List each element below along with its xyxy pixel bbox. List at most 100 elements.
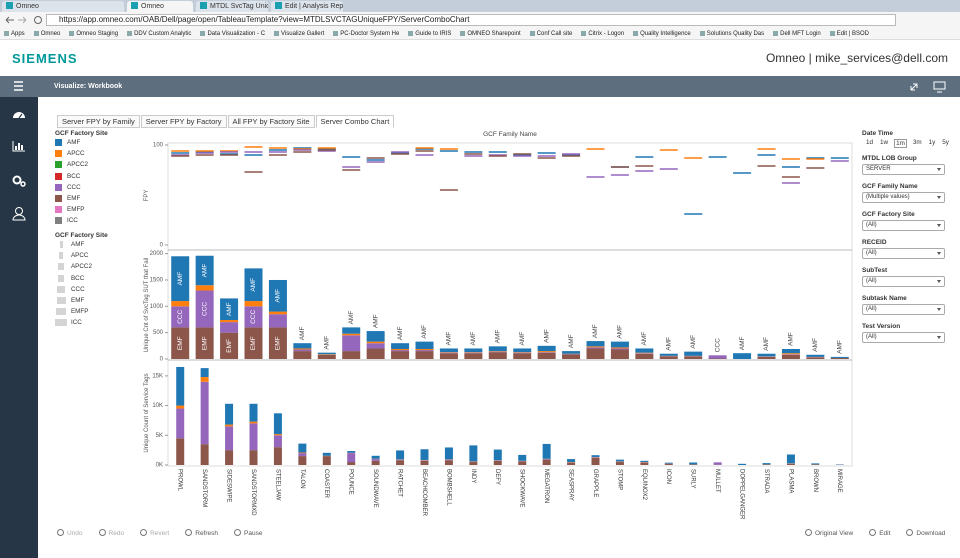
filter-option[interactable]: 1m — [894, 139, 907, 148]
filter-option[interactable]: 1y — [928, 139, 936, 146]
action[interactable]: Original View — [805, 529, 853, 537]
size-legend-item: EMFP — [55, 306, 108, 317]
bar-segment — [371, 459, 380, 461]
filter-dropdown[interactable]: SERVER — [862, 164, 945, 175]
bar-segment — [268, 327, 287, 359]
bookmark[interactable]: Visualize Gallert — [274, 28, 324, 39]
bar-segment — [293, 349, 312, 352]
size-legend-item: APCC2 — [55, 261, 108, 272]
workbook-tab[interactable]: Server FPY by Family — [57, 115, 140, 128]
action[interactable]: Redo — [99, 529, 125, 537]
size-legend-label: EMF — [71, 296, 85, 304]
bookmark[interactable]: Data Visualization - C — [200, 28, 265, 39]
bookmark[interactable]: Omneo — [34, 28, 61, 39]
filter-option[interactable]: 5y — [942, 139, 949, 146]
filter-dropdown[interactable]: (All) — [862, 304, 945, 315]
bookmark[interactable]: PC-Doctor System He — [333, 28, 399, 39]
bookmark[interactable]: Guide to IRIS — [408, 28, 451, 39]
y-tick-label: 0 — [160, 243, 164, 249]
bar-segment — [488, 351, 507, 352]
bar-segment — [268, 311, 287, 315]
bookmark[interactable]: Conf Call site — [530, 28, 573, 39]
browser-tab[interactable]: Omneo — [127, 1, 193, 12]
browser-tab[interactable]: Omneo — [2, 1, 124, 12]
legend-item: ICC — [55, 215, 108, 226]
action[interactable]: Refresh — [185, 529, 218, 537]
workbook-tab[interactable]: Server FPY by Factory — [140, 115, 227, 128]
bar-segment — [586, 341, 605, 347]
url[interactable]: https://app.omneo.com/OAB/Dell/page/open… — [46, 14, 896, 26]
filter-option[interactable]: 1w — [880, 139, 889, 146]
segment-label: AMF — [299, 326, 306, 340]
legend-swatch — [55, 206, 62, 214]
bookmark[interactable]: DDV Custom Analytic — [127, 28, 191, 39]
action[interactable]: Undo — [57, 529, 83, 537]
filter-dropdown[interactable]: (Multiple values) — [862, 192, 945, 203]
bookmark[interactable]: Dell MFT Login — [773, 28, 821, 39]
bookmark[interactable]: Quality Intelligence — [633, 28, 691, 39]
legend-label: AMF — [67, 139, 81, 146]
bar-segment — [176, 438, 185, 465]
filters: Date Time 1d 1w 1m 3m 1y 5y MTDL LOB Group SERVE… — [862, 130, 955, 351]
filter-dropdown[interactable]: (All) — [862, 276, 945, 287]
logo: SIEMENS — [12, 51, 78, 66]
filter-dropdown[interactable]: (All) — [862, 248, 945, 259]
browser-tab[interactable]: MTDL SvcTag Unique FP — [196, 1, 268, 12]
action[interactable]: Pause — [234, 529, 262, 537]
app-header — [0, 40, 960, 76]
bar-segment — [342, 333, 361, 336]
action[interactable]: Revert — [140, 529, 169, 537]
user[interactable]: Omneo | mike_services@dell.com — [765, 51, 948, 65]
sidebar-icons[interactable] — [0, 97, 38, 237]
bookmark[interactable]: Citrix - Logon — [581, 28, 624, 39]
x-tick-label: DEFY — [494, 469, 500, 485]
bookmark[interactable]: Edit | BSOD — [830, 28, 869, 39]
bar-segment — [444, 447, 453, 460]
browser-tab[interactable]: Edit | Analysis Repair — [271, 1, 343, 12]
segment-label: AMF — [250, 278, 257, 292]
bar-segment — [220, 298, 239, 321]
bar-segment — [664, 463, 673, 465]
segment-label: AMF — [470, 332, 477, 346]
filter-dropdown[interactable]: (All) — [862, 220, 945, 231]
toolbar-icons[interactable] — [0, 76, 960, 97]
x-axis-title: GCF Family Name — [483, 131, 537, 138]
bar-segment — [439, 348, 458, 353]
workbook-tab[interactable]: All FPY by Factory Site — [227, 115, 315, 128]
bar-segment — [444, 459, 453, 461]
action[interactable]: Download — [906, 529, 945, 537]
filter-option[interactable]: 1d — [866, 139, 874, 146]
nav-buttons[interactable] — [0, 12, 44, 28]
legend-item: APCC — [55, 148, 108, 159]
filter-dropdown[interactable]: (All) — [862, 332, 945, 343]
bar-segment — [220, 320, 239, 323]
bar-segment — [317, 352, 336, 355]
bookmark[interactable]: Apps — [4, 28, 25, 39]
bar-segment — [391, 343, 410, 349]
bar-segment — [635, 348, 654, 353]
segment-label: AMF — [275, 289, 282, 303]
bar-segment — [200, 444, 209, 465]
bookmark[interactable]: Omneo Staging — [69, 28, 118, 39]
x-tick-label: STEELJAW — [274, 469, 280, 501]
size-swatch — [57, 274, 65, 282]
workbook-tab[interactable]: Server Combo Chart — [315, 115, 395, 128]
tab-icon — [6, 2, 13, 9]
bookmark[interactable]: Solutions Quality Das — [700, 28, 764, 39]
bar-segment — [513, 352, 532, 353]
x-tick-label: SIDESWIPE — [225, 469, 231, 502]
bookmark[interactable]: OMNEO Sharepoint — [460, 28, 520, 39]
bar-segment — [347, 462, 356, 465]
filter: RECEID (All) — [862, 239, 955, 259]
size-legend-item: BCC — [55, 273, 108, 284]
segment-label: AMF — [837, 340, 844, 354]
segment-label: AMF — [446, 332, 453, 346]
bar-segment — [659, 353, 678, 356]
filter-option[interactable]: 3m — [912, 139, 922, 146]
bar-segment — [342, 335, 361, 352]
bar-segment — [469, 445, 478, 462]
size-legend-label: APCC — [70, 252, 89, 260]
bar-segment — [513, 352, 532, 354]
action[interactable]: Edit — [869, 529, 890, 537]
